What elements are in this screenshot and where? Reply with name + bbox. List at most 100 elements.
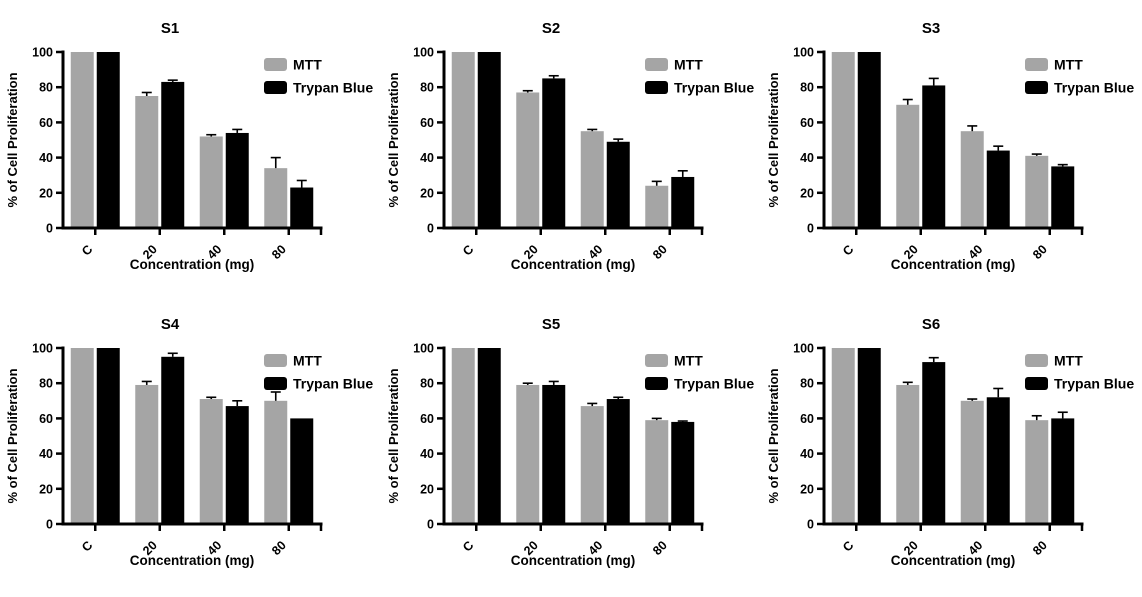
bar-mtt: [199, 399, 223, 524]
chart-title: S5: [541, 316, 559, 333]
y-tick-label: 60: [800, 116, 814, 130]
legend-swatch-mtt: [644, 58, 668, 71]
legend-label: MTT: [674, 353, 703, 369]
chart-panel-s5: 0 20 40 60 80 100 C 20 40 80 S5 Concentration (mg)%…: [381, 296, 762, 592]
bar-trypan-blue: [96, 348, 120, 524]
x-axis-label: Concentration (mg): [130, 553, 255, 568]
bar-mtt: [896, 104, 920, 228]
bar-mtt: [644, 420, 668, 524]
bar-mtt: [832, 348, 856, 524]
y-tick-label: 60: [39, 412, 53, 426]
y-tick-label: 80: [800, 81, 814, 95]
x-axis-label: Concentration (mg): [891, 553, 1016, 568]
bar-mtt: [70, 348, 94, 524]
y-tick-label: 100: [793, 342, 814, 356]
y-axis-label: % of Cell Proliferation: [386, 72, 401, 207]
legend-label: Trypan Blue: [293, 80, 373, 96]
legend-swatch-mtt: [1025, 58, 1049, 71]
x-tick-label: C: [840, 242, 856, 258]
axes: [442, 50, 704, 230]
chart-panel-s3: 0 20 40 60 80 100 C 20 40 80 S3 Concentration (mg)%…: [761, 0, 1142, 296]
y-tick-label: 100: [413, 342, 434, 356]
y-tick-label: 0: [46, 222, 53, 236]
legend-swatch-trypan-blue: [644, 81, 668, 94]
x-tick-label: 80: [650, 538, 670, 558]
legend-swatch-mtt: [264, 354, 287, 367]
y-axis-label: % of Cell Proliferation: [5, 72, 20, 207]
bar-trypan-blue: [477, 52, 501, 228]
y-tick-label: 100: [32, 46, 53, 60]
bar-mtt: [70, 52, 94, 228]
bar-mtt: [264, 400, 288, 524]
bar-trypan-blue: [606, 141, 630, 228]
y-tick-label: 60: [39, 116, 53, 130]
bar-mtt: [264, 168, 288, 228]
y-tick-label: 80: [800, 377, 814, 391]
bar-mtt: [515, 92, 539, 228]
legend-label: Trypan Blue: [293, 376, 373, 392]
bar-trypan-blue: [670, 421, 694, 524]
x-tick-label: C: [460, 242, 476, 258]
bar-mtt: [451, 348, 475, 524]
bar-mtt: [896, 384, 920, 524]
y-tick-label: 80: [420, 81, 434, 95]
bar-trypan-blue: [225, 406, 249, 524]
legend-label: Trypan Blue: [674, 376, 754, 392]
y-tick-label: 60: [420, 412, 434, 426]
y-tick-label: 80: [420, 377, 434, 391]
y-axis-label: % of Cell Proliferation: [766, 368, 781, 503]
bar-trypan-blue: [858, 348, 882, 524]
legend-swatch-trypan-blue: [1025, 81, 1049, 94]
y-tick-label: 60: [800, 412, 814, 426]
x-axis-label: Concentration (mg): [510, 553, 635, 568]
bar-trypan-blue: [1051, 418, 1075, 524]
chart-panel-s6: 0 20 40 60 80 100 C 20 40 80 S6 Concentration (mg)%…: [761, 296, 1142, 592]
legend-swatch-mtt: [644, 354, 668, 367]
bar-mtt: [135, 384, 159, 524]
x-axis-label: Concentration (mg): [891, 257, 1016, 272]
y-tick-label: 60: [420, 116, 434, 130]
x-tick-label: 80: [1030, 242, 1050, 262]
bar-mtt: [135, 96, 159, 228]
y-tick-label: 20: [420, 482, 434, 496]
x-tick-label: 80: [269, 538, 289, 558]
chart-panel-s1: 0 20 40 60 80 100 C 20 40 80 S1 Concentration (mg)%…: [0, 0, 381, 296]
bar-trypan-blue: [987, 397, 1011, 524]
bar-trypan-blue: [922, 85, 946, 228]
bar-trypan-blue: [290, 418, 314, 524]
x-tick-label: 80: [650, 242, 670, 262]
y-tick-label: 40: [39, 447, 53, 461]
bar-trypan-blue: [477, 348, 501, 524]
legend-label: MTT: [1054, 353, 1083, 369]
legend-swatch-trypan-blue: [264, 81, 287, 94]
y-tick-label: 0: [46, 518, 53, 532]
x-tick-label: C: [79, 242, 95, 258]
bar-trypan-blue: [96, 52, 120, 228]
bar-mtt: [515, 384, 539, 524]
y-tick-label: 100: [793, 46, 814, 60]
chart-title: S3: [922, 20, 940, 37]
legend-label: MTT: [293, 353, 322, 369]
y-tick-label: 40: [420, 151, 434, 165]
y-tick-label: 0: [427, 222, 434, 236]
x-tick-label: C: [460, 538, 476, 554]
y-tick-label: 20: [420, 186, 434, 200]
bar-mtt: [1025, 420, 1049, 524]
y-tick-label: 0: [807, 222, 814, 236]
chart-title: S1: [161, 20, 179, 37]
bar-trypan-blue: [225, 132, 249, 228]
bar-trypan-blue: [606, 399, 630, 524]
legend-label: Trypan Blue: [674, 80, 754, 96]
legend-label: Trypan Blue: [1054, 376, 1134, 392]
y-tick-label: 40: [420, 447, 434, 461]
legend-label: Trypan Blue: [1054, 80, 1134, 96]
y-tick-label: 40: [800, 151, 814, 165]
y-tick-label: 100: [32, 342, 53, 356]
legend-swatch-mtt: [264, 58, 287, 71]
chart-title: S2: [541, 20, 559, 37]
bar-trypan-blue: [161, 81, 185, 228]
